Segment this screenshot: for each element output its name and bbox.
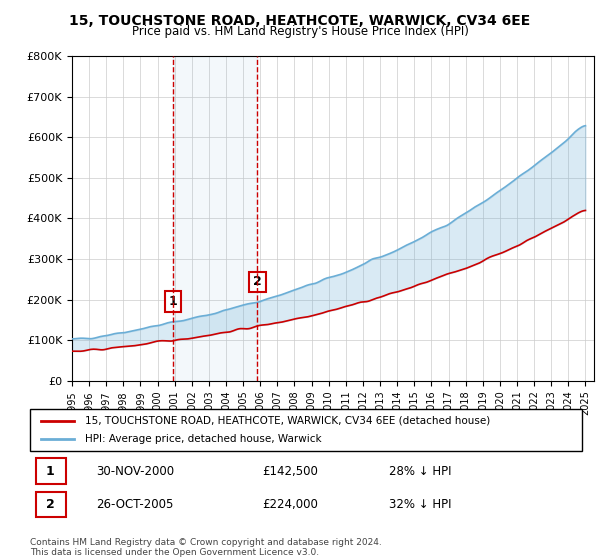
Text: £224,000: £224,000 [262,498,318,511]
FancyBboxPatch shape [30,409,582,451]
Text: HPI: Average price, detached house, Warwick: HPI: Average price, detached house, Warw… [85,434,322,444]
Text: 1: 1 [46,465,55,478]
FancyBboxPatch shape [35,458,66,484]
Text: 1: 1 [169,295,178,308]
Text: 26-OCT-2005: 26-OCT-2005 [96,498,173,511]
Text: 2: 2 [253,276,262,288]
Text: Price paid vs. HM Land Registry's House Price Index (HPI): Price paid vs. HM Land Registry's House … [131,25,469,38]
Text: 32% ↓ HPI: 32% ↓ HPI [389,498,451,511]
Text: Contains HM Land Registry data © Crown copyright and database right 2024.
This d: Contains HM Land Registry data © Crown c… [30,538,382,557]
Bar [173,56,257,381]
Text: 15, TOUCHSTONE ROAD, HEATHCOTE, WARWICK, CV34 6EE: 15, TOUCHSTONE ROAD, HEATHCOTE, WARWICK,… [70,14,530,28]
Text: 30-NOV-2000: 30-NOV-2000 [96,465,175,478]
Text: 2: 2 [46,498,55,511]
Text: 15, TOUCHSTONE ROAD, HEATHCOTE, WARWICK, CV34 6EE (detached house): 15, TOUCHSTONE ROAD, HEATHCOTE, WARWICK,… [85,416,490,426]
Text: 28% ↓ HPI: 28% ↓ HPI [389,465,451,478]
FancyBboxPatch shape [35,492,66,517]
Text: £142,500: £142,500 [262,465,318,478]
